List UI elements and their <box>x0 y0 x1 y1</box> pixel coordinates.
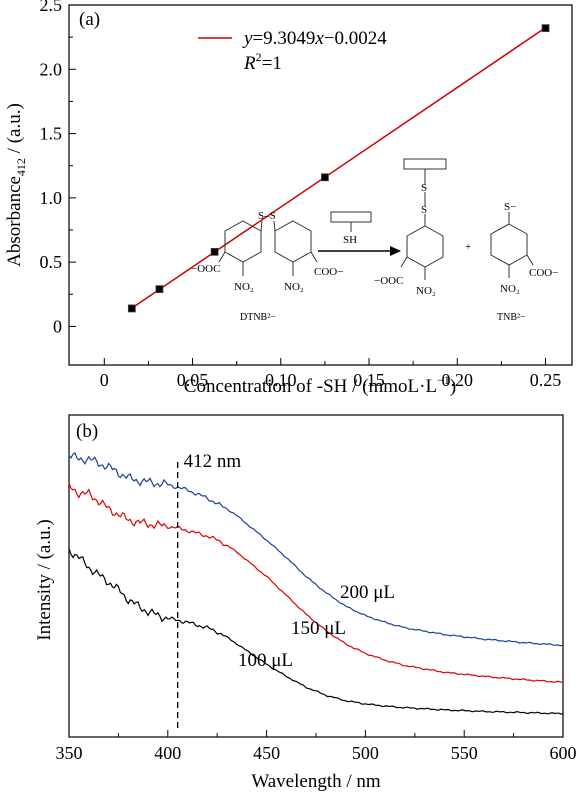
scheme-coo-2: COO− <box>529 267 558 279</box>
x-tick-label-b: 450 <box>253 743 280 763</box>
scheme-s-2: S <box>421 204 427 216</box>
scheme-no2-1: NO₂ <box>234 281 254 293</box>
ticks-b: 350 400 450 500 550 600 <box>56 730 577 763</box>
data-markers-a <box>127 24 550 313</box>
dtnb-bond-right <box>273 220 276 232</box>
fit-line <box>131 27 546 309</box>
panel-a: 0 0.05 0.10 0.15 0.20 0.25 0 0.5 1.0 1.5 2.0 2.5 (a… <box>4 0 573 397</box>
x-tick-label-b: 350 <box>56 743 83 763</box>
tnb-bond-coo <box>526 254 534 266</box>
x-tick-label-a: 0.10 <box>265 370 297 390</box>
y-tick-label-a: 2.5 <box>40 0 63 15</box>
plot-frame-b <box>68 414 564 738</box>
fit-equation: y=9.3049x−0.0024 <box>242 28 387 49</box>
scheme-sh: SH <box>343 234 357 246</box>
scheme-labels: S–S SH −OOC NO₂ NO₂ COO− S S −OOC NO₂ + … <box>191 182 558 323</box>
data-marker <box>155 285 164 294</box>
scheme-dtnb: DTNB²− <box>240 312 276 323</box>
y-tick-label-a: 2.0 <box>40 59 63 79</box>
scheme-s-1: S <box>421 182 427 194</box>
dtnb-bond-left <box>260 220 263 232</box>
x-tick-label-a: 0.25 <box>530 370 562 390</box>
y-tick-label-a: 1.0 <box>40 188 63 208</box>
fit-line-segment <box>131 27 546 309</box>
marker-label: 412 nm <box>184 451 242 472</box>
dtnb-ring-right <box>274 220 312 263</box>
series-labels-b: 100 μL 150 μL 200 μL <box>238 582 395 671</box>
x-tick-label-b: 500 <box>352 743 379 763</box>
spectrum-line <box>68 451 564 647</box>
x-tick-label-a: 0.15 <box>353 370 385 390</box>
reaction-arrowhead <box>390 246 401 256</box>
ticks-a: 0 0.05 0.10 0.15 0.20 0.25 0 0.5 1.0 1.5 2.0 2.5 <box>40 0 562 390</box>
y-tick-label-a: 0.5 <box>40 252 63 272</box>
thiol-surface <box>330 211 372 223</box>
data-marker <box>321 173 329 182</box>
y-axis-title-a: Absorbance412 / (a.u.) <box>4 103 28 267</box>
scheme-ss: S–S <box>258 210 276 222</box>
product-surface <box>403 158 447 170</box>
x-axis-title-a: Concentration of -SH / (mmoL·L−1) <box>184 373 456 397</box>
x-axis-title-b: Wavelength / nm <box>251 771 381 792</box>
panel-label-a: (a) <box>79 9 100 30</box>
scheme-coo-1: COO− <box>314 266 343 278</box>
y-axis-title-b: Intensity / (a.u.) <box>34 519 55 640</box>
data-marker <box>541 24 550 33</box>
panel-b: 350 400 450 500 550 600 412 nm (b) Wavelength… <box>34 414 577 792</box>
data-marker <box>127 304 136 313</box>
scheme-tnb: TNB²− <box>497 312 526 323</box>
reaction-scheme <box>218 158 534 280</box>
x-tick-label-a: 0 <box>100 370 109 390</box>
scheme-plus: + <box>465 241 471 253</box>
data-marker <box>210 247 219 256</box>
series-label: 100 μL <box>238 650 293 671</box>
series-label: 150 μL <box>291 618 346 639</box>
x-tick-label-b: 550 <box>451 743 478 763</box>
scheme-no2-3: NO₂ <box>416 285 436 297</box>
scheme-s-minus: S− <box>504 201 516 213</box>
y-tick-label-a: 0 <box>53 316 62 336</box>
series-label: 200 μL <box>340 582 395 603</box>
x-tick-label-a: 0.20 <box>442 370 474 390</box>
product-ring <box>406 225 444 268</box>
scheme-no2-2: NO₂ <box>284 281 304 293</box>
dtnb-bond-ooc <box>218 251 226 263</box>
scheme-ooc-1: −OOC <box>191 263 220 275</box>
tnb-ring <box>490 223 528 266</box>
spectrum-line <box>68 482 564 683</box>
spectrum-line <box>68 548 564 715</box>
r-squared: R2=1 <box>243 50 282 74</box>
x-tick-label-b: 400 <box>154 743 181 763</box>
product-bond-ooc <box>400 256 408 268</box>
x-tick-label-a: 0.05 <box>177 370 209 390</box>
marker-412: 412 nm <box>177 451 242 728</box>
panel-label-b: (b) <box>76 421 98 442</box>
plot-frame-a <box>68 4 573 366</box>
dtnb-bond-coo <box>310 251 318 263</box>
y-tick-label-a: 1.5 <box>40 124 63 144</box>
x-tick-label-b: 600 <box>550 743 577 763</box>
series-lines-b <box>68 451 564 715</box>
scheme-no2-4: NO₂ <box>500 283 520 295</box>
scheme-ooc-2: −OOC <box>374 275 403 287</box>
